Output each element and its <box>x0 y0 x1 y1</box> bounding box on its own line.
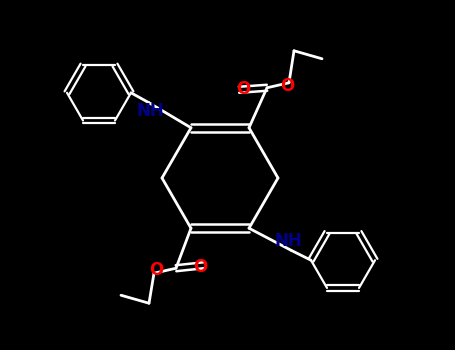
Text: NH: NH <box>136 102 164 120</box>
Text: O: O <box>193 258 207 276</box>
Text: O: O <box>149 261 163 279</box>
Text: O: O <box>280 77 294 95</box>
Text: NH: NH <box>274 232 302 250</box>
Text: O: O <box>236 80 250 98</box>
